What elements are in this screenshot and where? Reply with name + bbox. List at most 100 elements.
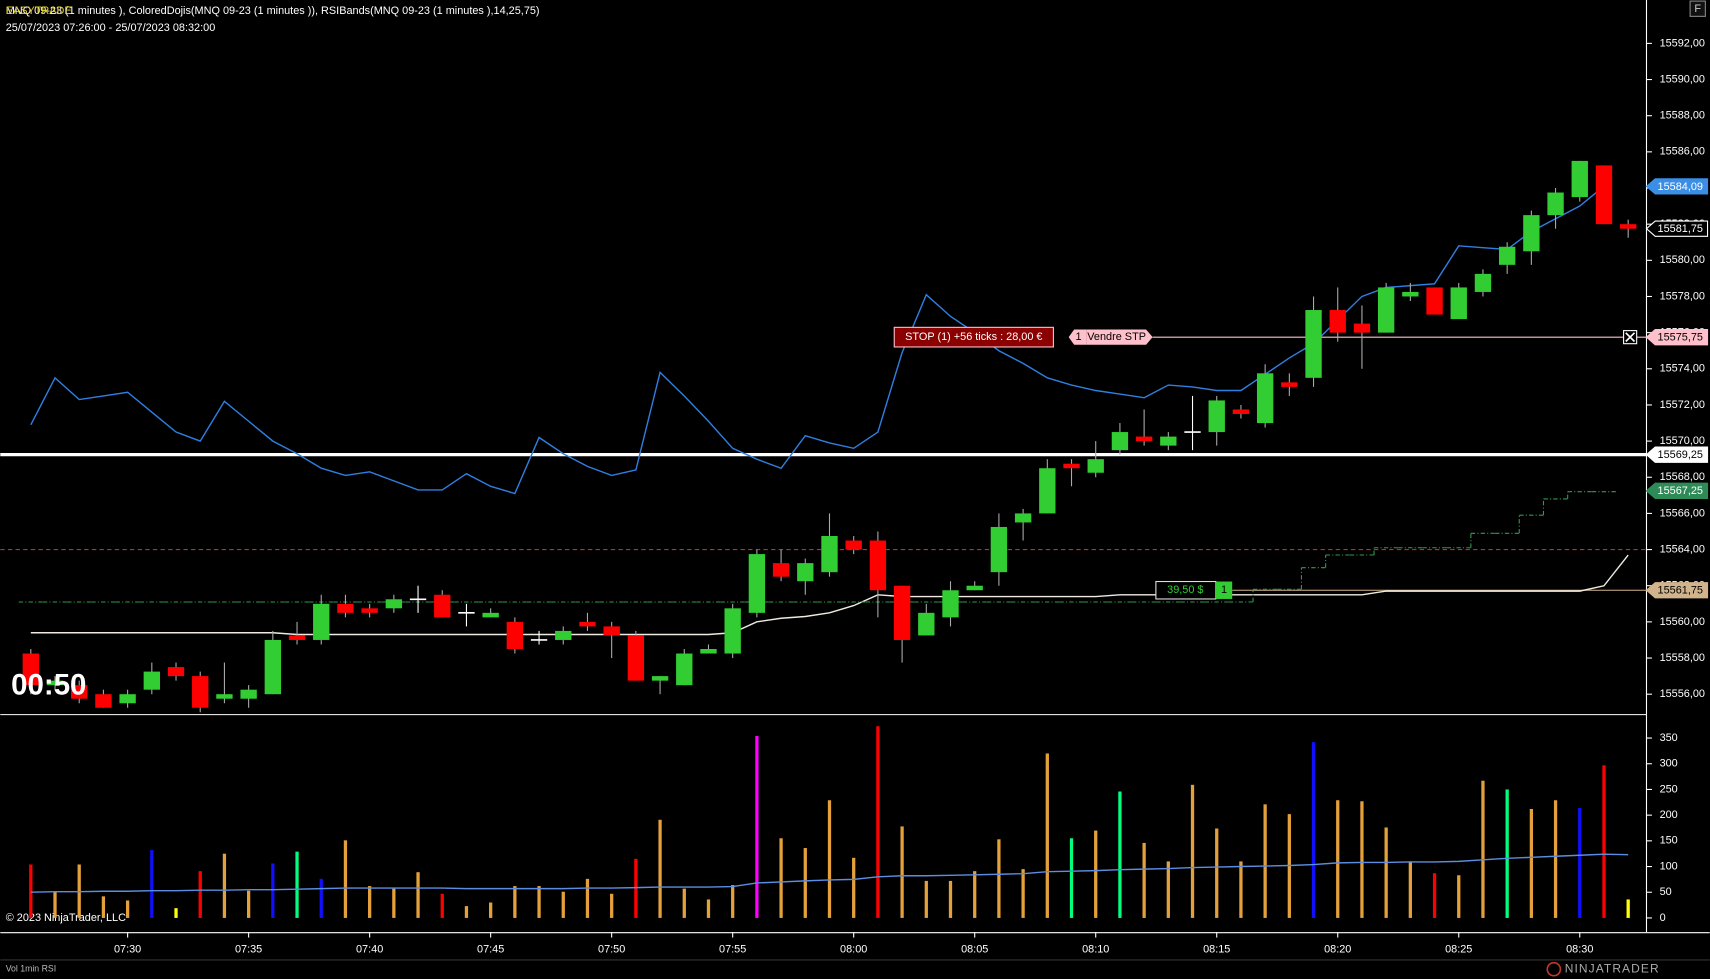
volume-bar — [440, 893, 444, 918]
candle-body — [893, 585, 911, 640]
stop-qty: 1 — [1075, 331, 1081, 343]
candle-body — [264, 639, 282, 695]
logo: NINJATRADER — [1565, 961, 1660, 975]
y-tick-label: 15592,00 — [1660, 37, 1705, 49]
price-badge — [1645, 482, 1709, 499]
candle-body — [555, 630, 572, 640]
y-tick-label: 15564,00 — [1660, 543, 1705, 555]
volume-bar — [1215, 828, 1219, 918]
volume-bar — [561, 891, 565, 918]
x-tick-label: 07:40 — [356, 943, 383, 955]
candle-body — [1232, 409, 1250, 414]
volume-bar — [803, 848, 807, 918]
y-tick-label: 200 — [1660, 809, 1678, 821]
volume-bar — [1094, 830, 1098, 918]
candle-body — [748, 554, 766, 613]
price-badge-label: 15584,09 — [1658, 181, 1703, 193]
y-tick-label: 15568,00 — [1660, 471, 1705, 483]
candle-body — [506, 621, 524, 650]
candle-body — [1087, 459, 1104, 473]
candle-body — [966, 585, 983, 591]
volume-bar — [343, 840, 348, 918]
volume-bar — [198, 871, 202, 918]
volume-bar — [924, 880, 928, 918]
overlay-title: EASYTRADE — [6, 5, 72, 17]
candle-body — [1426, 287, 1443, 315]
candle-body — [676, 653, 693, 686]
candle-body — [1571, 160, 1588, 198]
x-tick-label: 08:30 — [1566, 943, 1593, 955]
y-tick-label: 15586,00 — [1660, 146, 1705, 158]
volume-bar — [537, 886, 541, 918]
volume-bar — [852, 857, 856, 918]
candle-body — [1450, 287, 1467, 320]
x-tick-label: 08:05 — [961, 943, 988, 955]
volume-bar — [827, 800, 832, 918]
volume-bar — [1021, 869, 1025, 918]
volume-bar — [1602, 765, 1606, 918]
plot-layer: 15556,0015558,0015560,0015562,0015564,00… — [0, 37, 1709, 955]
y-tick-label: 350 — [1660, 732, 1678, 744]
copyright: © 2023 NinjaTrader, LLC — [6, 912, 126, 924]
price-badge-label: 15567,25 — [1658, 485, 1703, 497]
volume-bar — [1142, 842, 1146, 918]
y-tick-label: 15580,00 — [1660, 254, 1705, 266]
candle-body — [385, 599, 403, 609]
date-range: 25/07/2023 07:26:00 - 25/07/2023 08:32:0… — [6, 22, 216, 34]
candle-body — [797, 563, 814, 582]
candle-body — [990, 526, 1008, 573]
f-button-label[interactable]: F — [1694, 3, 1701, 15]
volume-bar — [1360, 801, 1364, 918]
candle-body — [1595, 165, 1613, 225]
candle-body — [1498, 246, 1516, 265]
price-badge — [1645, 178, 1709, 195]
y-tick-label: 15556,00 — [1660, 688, 1705, 700]
volume-bar — [295, 851, 299, 918]
volume-bar — [1190, 784, 1195, 918]
volume-bar — [29, 864, 33, 918]
volume-bar — [997, 839, 1001, 918]
candle-body — [361, 608, 378, 613]
x-tick-label: 07:30 — [114, 943, 141, 955]
y-tick-label: 300 — [1660, 758, 1678, 770]
y-tick-label: 100 — [1660, 860, 1678, 872]
volume-bar — [1045, 753, 1049, 918]
volume-bar — [1239, 861, 1243, 918]
bar-timer: 00:50 — [11, 669, 86, 702]
volume-bar — [1118, 791, 1122, 918]
volume-bar — [1505, 789, 1509, 918]
y-tick-label: 15560,00 — [1660, 616, 1705, 628]
volume-bar — [1408, 861, 1412, 918]
x-tick-label: 08:25 — [1445, 943, 1472, 955]
candle-body — [1329, 310, 1346, 333]
volume-bar — [271, 863, 275, 918]
candle-body — [240, 689, 257, 699]
indicator-line — [30, 853, 1629, 893]
volume-bar — [1481, 780, 1485, 918]
f-button[interactable] — [1689, 0, 1706, 17]
candle-body — [942, 590, 959, 618]
x-tick-label: 07:45 — [477, 943, 504, 955]
candle-body — [119, 694, 136, 704]
volume-bar — [150, 850, 154, 918]
pnl-qty-box — [1215, 581, 1233, 599]
volume-bar — [755, 735, 759, 918]
chart-title: MNQ 09-23 (1 minutes ), ColoredDojis(MNQ… — [6, 5, 540, 17]
volume-bar — [513, 886, 517, 918]
candle-body — [724, 608, 741, 654]
candle-body — [434, 594, 451, 618]
x-tick-label: 08:10 — [1082, 943, 1109, 955]
volume-bar — [1553, 800, 1558, 918]
volume-bar — [416, 872, 420, 918]
cancel-order-x[interactable] — [1625, 332, 1636, 343]
candle-body — [1160, 436, 1177, 446]
candle-body — [845, 540, 862, 550]
candle-body — [603, 626, 620, 636]
volume-bar — [1166, 861, 1170, 918]
volume-bar — [489, 902, 493, 918]
volume-bar — [706, 899, 711, 918]
volume-bar — [682, 888, 686, 918]
